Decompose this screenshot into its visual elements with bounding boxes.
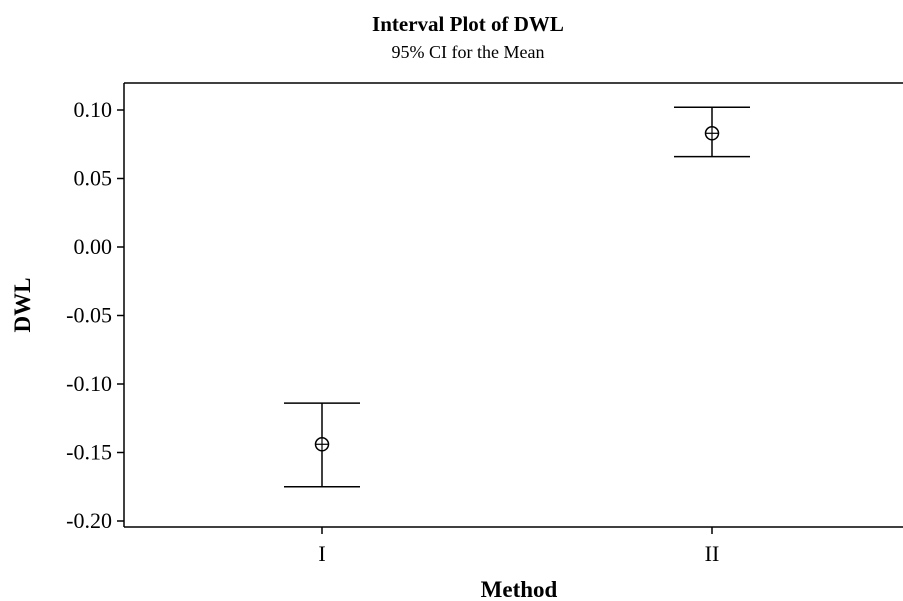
y-tick-label: 0.00 xyxy=(74,234,113,259)
y-tick-label: 0.10 xyxy=(74,97,113,122)
x-tick-label: II xyxy=(705,541,720,566)
y-axis-label: DWL xyxy=(10,278,35,333)
y-tick-label: -0.10 xyxy=(66,371,112,396)
y-tick-label: -0.05 xyxy=(66,303,112,328)
y-tick-label: -0.15 xyxy=(66,440,112,465)
x-axis-label: Method xyxy=(481,577,558,601)
y-axis-ticks: 0.10 0.05 0.00 -0.05 -0.10 -0.15 -0.20 xyxy=(66,97,124,533)
interval-series xyxy=(284,106,750,488)
x-tick-label: I xyxy=(318,541,325,566)
x-axis-ticks: I II xyxy=(318,527,719,566)
y-tick-label: -0.20 xyxy=(66,508,112,533)
interval-II xyxy=(674,106,750,158)
chart-title: Interval Plot of DWL xyxy=(372,12,564,36)
y-tick-label: 0.05 xyxy=(74,166,113,191)
interval-I xyxy=(284,402,360,488)
chart-subtitle: 95% CI for the Mean xyxy=(392,42,545,62)
